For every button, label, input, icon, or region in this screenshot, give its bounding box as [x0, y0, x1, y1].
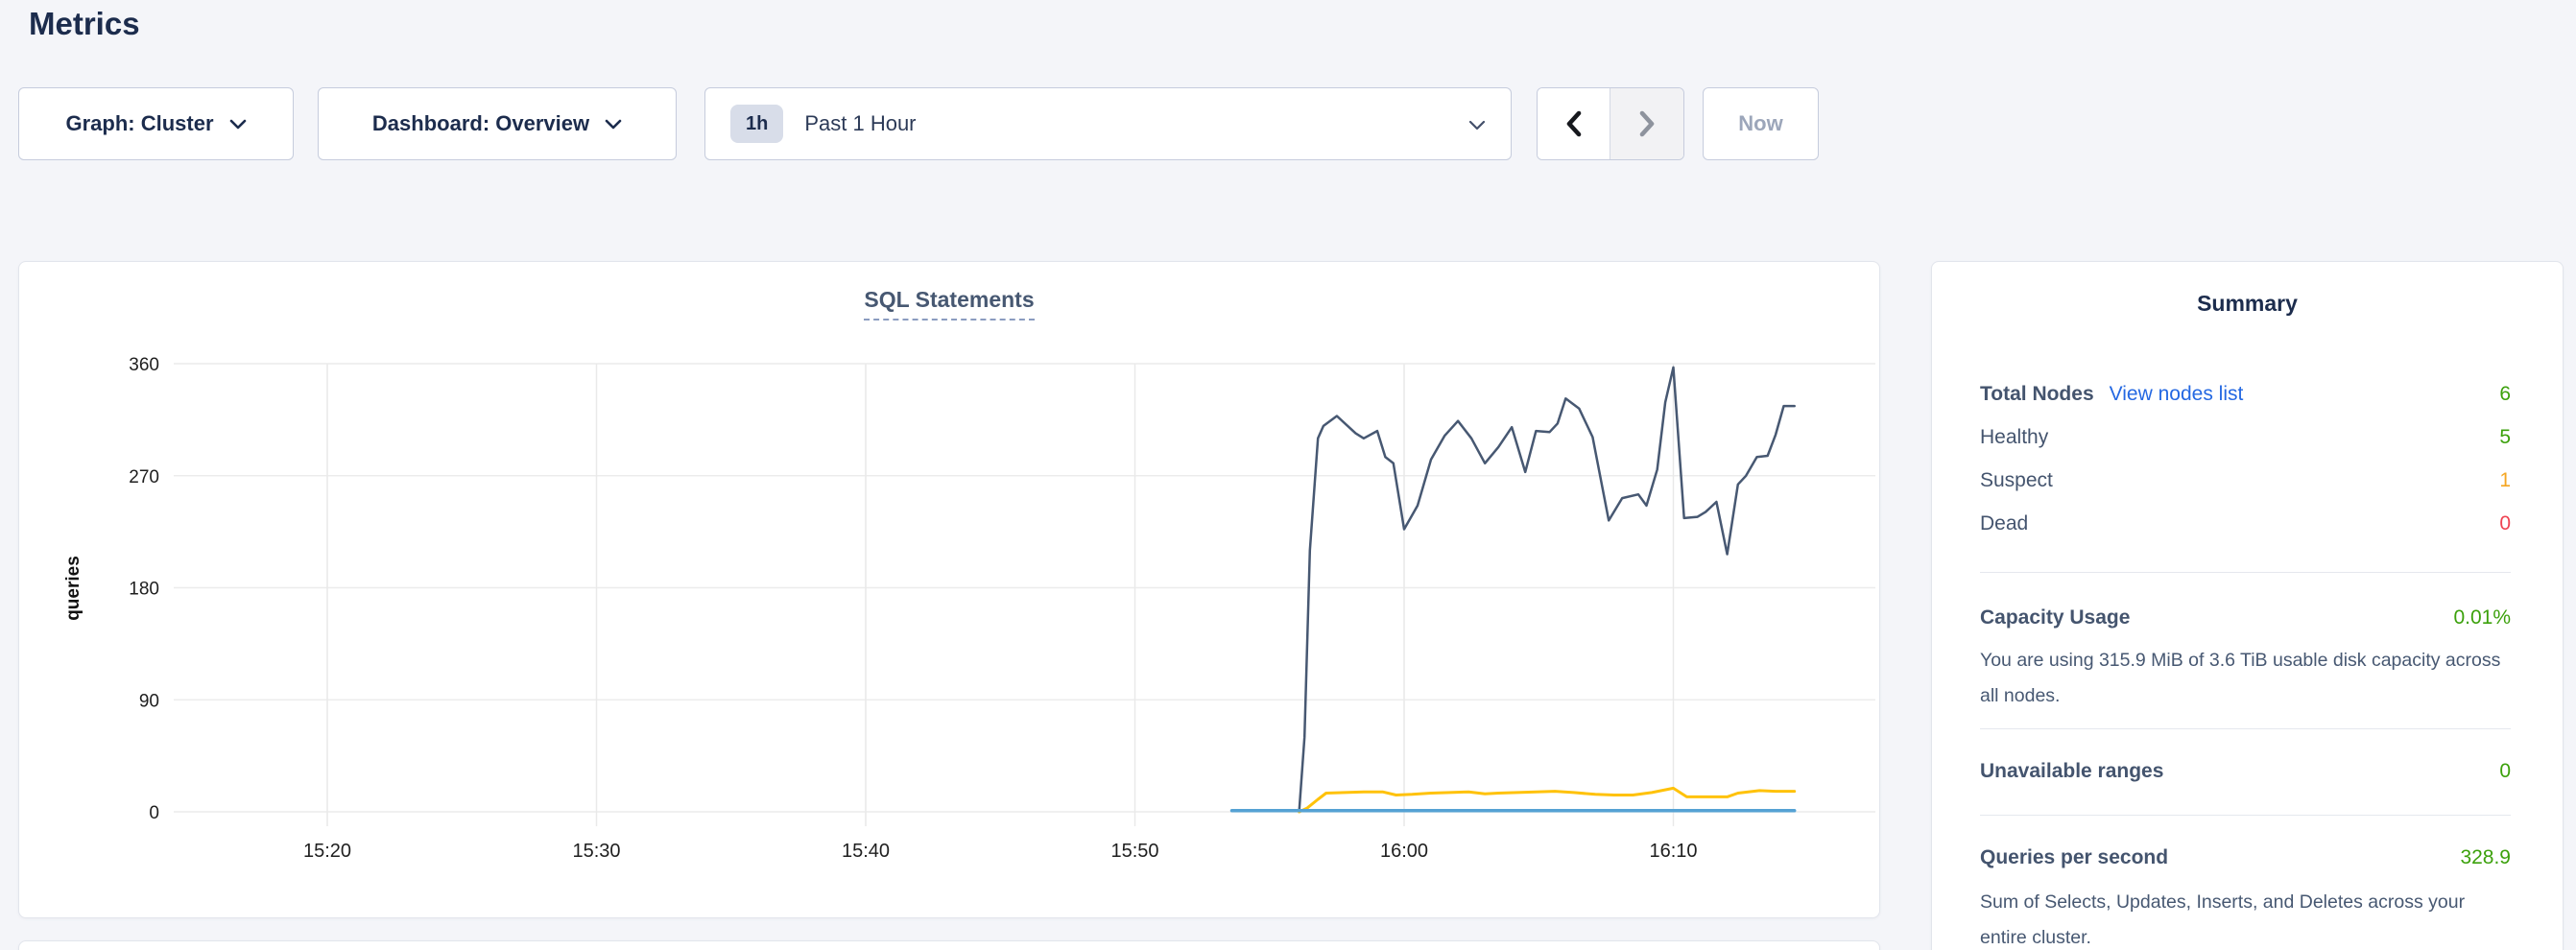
suspect-label: Suspect — [1980, 469, 2053, 491]
time-range-dropdown[interactable]: 1h Past 1 Hour — [704, 87, 1512, 160]
time-range-label: Past 1 Hour — [804, 111, 917, 135]
total-nodes-row: Total Nodes View nodes list 6 — [1980, 383, 2511, 426]
queries-per-second-row: Queries per second 328.9 — [1980, 846, 2511, 869]
time-prev-button[interactable] — [1538, 88, 1610, 159]
chevron-down-icon — [229, 119, 246, 129]
svg-text:90: 90 — [139, 691, 159, 711]
capacity-usage-description: You are using 315.9 MiB of 3.6 TiB usabl… — [1980, 650, 2501, 706]
svg-text:15:30: 15:30 — [572, 841, 620, 862]
total-nodes-value: 6 — [2499, 383, 2511, 405]
chevron-left-icon — [1566, 110, 1581, 137]
divider — [1980, 815, 2511, 816]
svg-text:360: 360 — [129, 355, 159, 375]
dashboard-dropdown[interactable]: Dashboard: Overview — [318, 87, 677, 160]
unavailable-ranges-row: Unavailable ranges 0 — [1980, 760, 2511, 783]
svg-text:15:40: 15:40 — [842, 841, 890, 862]
queries-per-second-label: Queries per second — [1980, 846, 2169, 868]
summary-title: Summary — [2197, 291, 2298, 316]
dashboard-dropdown-label: Dashboard: Overview — [371, 111, 590, 135]
page-title: Metrics — [29, 6, 140, 41]
svg-text:0: 0 — [149, 803, 159, 823]
dead-value: 0 — [2499, 512, 2511, 534]
chevron-right-icon — [1639, 110, 1655, 137]
total-nodes-label: Total Nodes — [1980, 383, 2094, 405]
svg-text:180: 180 — [129, 580, 159, 600]
graph-dropdown[interactable]: Graph: Cluster — [18, 87, 294, 160]
dead-row: Dead 0 — [1980, 512, 2511, 556]
queries-per-second-value: 328.9 — [2460, 846, 2511, 868]
svg-text:270: 270 — [129, 467, 159, 487]
dead-label: Dead — [1980, 512, 2029, 534]
time-pager — [1537, 87, 1684, 160]
time-range-badge: 1h — [730, 105, 784, 143]
next-chart-card — [18, 940, 1880, 950]
summary-panel: Summary Total Nodes View nodes list 6 He… — [1931, 261, 2564, 950]
unavailable-ranges-value: 0 — [2499, 760, 2511, 782]
view-nodes-link[interactable]: View nodes list — [2109, 383, 2244, 405]
svg-text:queries: queries — [63, 556, 83, 621]
svg-text:15:20: 15:20 — [303, 841, 351, 862]
sql-statements-card: SQL Statements 0 90 180 270 360 15:20 15:30 15:… — [18, 261, 1880, 918]
chevron-down-icon — [1468, 120, 1486, 131]
svg-text:16:10: 16:10 — [1649, 841, 1697, 862]
sql-statements-chart: 0 90 180 270 360 15:20 15:30 15:40 15:50 16:00 16:… — [63, 355, 1875, 862]
queries-per-second-description: Sum of Selects, Updates, Inserts, and De… — [1980, 891, 2466, 948]
divider — [1980, 572, 2511, 573]
chart-title-text: SQL Statements — [864, 287, 1035, 321]
healthy-value: 5 — [2499, 426, 2511, 448]
suspect-row: Suspect 1 — [1980, 469, 2511, 512]
unavailable-ranges-label: Unavailable ranges — [1980, 760, 2164, 782]
suspect-value: 1 — [2499, 469, 2511, 491]
chart-title[interactable]: SQL Statements — [19, 287, 1879, 321]
svg-text:15:50: 15:50 — [1110, 841, 1158, 862]
svg-text:16:00: 16:00 — [1380, 841, 1428, 862]
node-status-list: Total Nodes View nodes list 6 Healthy 5 … — [1980, 383, 2511, 556]
healthy-label: Healthy — [1980, 426, 2049, 448]
graph-dropdown-label: Graph: Cluster — [65, 111, 214, 135]
divider — [1980, 728, 2511, 729]
now-button[interactable]: Now — [1703, 87, 1819, 160]
chevron-down-icon — [605, 119, 622, 129]
capacity-usage-row: Capacity Usage 0.01% — [1980, 606, 2511, 629]
time-next-button[interactable] — [1610, 88, 1683, 159]
healthy-row: Healthy 5 — [1980, 426, 2511, 469]
capacity-usage-label: Capacity Usage — [1980, 606, 2131, 629]
capacity-usage-value: 0.01% — [2453, 606, 2511, 629]
